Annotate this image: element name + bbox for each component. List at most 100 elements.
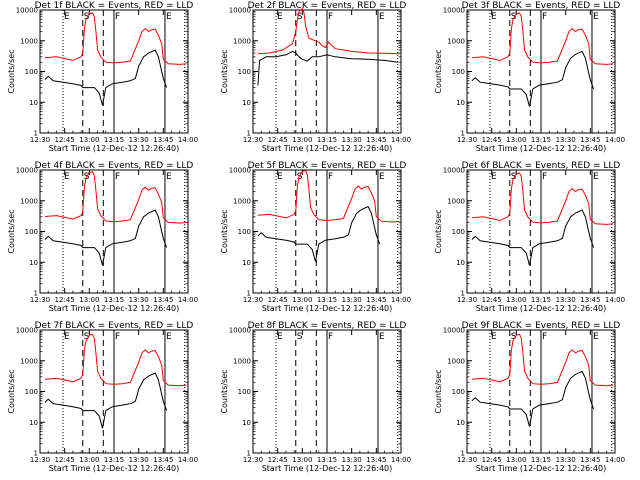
lld-series-line bbox=[44, 333, 187, 387]
y-tick-label: 10000 bbox=[16, 327, 38, 335]
y-axis-label: Counts/sec bbox=[7, 369, 16, 413]
time-marker-label: E bbox=[491, 172, 497, 182]
x-tick-label: 13:45 bbox=[366, 296, 386, 304]
y-tick-label: 100 bbox=[238, 68, 251, 76]
time-marker-label: E bbox=[491, 12, 497, 22]
x-tick-label: 14:00 bbox=[178, 456, 198, 464]
y-tick-label: 100 bbox=[452, 68, 465, 76]
x-axis-label: Start Time (12-Dec-12 12:26:40) bbox=[476, 304, 607, 313]
x-tick-label: 14:00 bbox=[178, 136, 198, 144]
x-tick-label: 14:00 bbox=[391, 136, 411, 144]
y-tick-label: 10000 bbox=[229, 7, 251, 15]
lld-series-line bbox=[471, 172, 614, 225]
y-tick-label: 10000 bbox=[443, 327, 465, 335]
x-tick-label: 13:15 bbox=[317, 296, 337, 304]
x-tick-label: 12:30 bbox=[457, 296, 477, 304]
x-tick-label: 13:30 bbox=[556, 456, 576, 464]
y-tick-label: 1 bbox=[34, 290, 38, 298]
y-tick-label: 10000 bbox=[443, 7, 465, 15]
y-tick-label: 1 bbox=[247, 130, 251, 138]
x-axis-label: Start Time (12-Dec-12 12:26:40) bbox=[262, 304, 393, 313]
x-tick-label: 13:45 bbox=[580, 456, 600, 464]
lld-series-line bbox=[257, 7, 400, 55]
y-tick-label: 10000 bbox=[229, 167, 251, 175]
y-tick-label: 1000 bbox=[20, 37, 38, 45]
x-tick-label: 13:15 bbox=[317, 456, 337, 464]
y-tick-label: 10000 bbox=[229, 327, 251, 335]
y-tick-label: 1 bbox=[34, 130, 38, 138]
time-marker-label: F bbox=[328, 172, 333, 182]
time-marker-label: E bbox=[593, 12, 599, 22]
y-tick-label: 1 bbox=[34, 450, 38, 458]
y-tick-label: 10 bbox=[29, 259, 38, 267]
time-marker-label: E bbox=[593, 172, 599, 182]
y-axis-label: Counts/sec bbox=[220, 49, 229, 93]
events-series-line bbox=[44, 209, 168, 266]
x-tick-label: 14:00 bbox=[391, 456, 411, 464]
y-tick-label: 100 bbox=[452, 228, 465, 236]
y-tick-label: 1 bbox=[461, 450, 465, 458]
x-tick-label: 13:15 bbox=[104, 136, 124, 144]
y-axis-label: Counts/sec bbox=[7, 49, 16, 93]
time-marker-label: S bbox=[297, 12, 303, 22]
detector-panel: Det 1f BLACK = Events, RED = LLD 1 10 100 10… bbox=[7, 1, 198, 153]
time-marker-label: E bbox=[491, 332, 497, 342]
x-tick-label: 12:45 bbox=[55, 136, 75, 144]
y-tick-label: 10 bbox=[456, 99, 465, 107]
time-marker-label: E bbox=[379, 332, 385, 342]
x-tick-label: 12:30 bbox=[457, 456, 477, 464]
detector-panel: Det 9f BLACK = Events, RED = LLD 1 10 100 10… bbox=[434, 321, 625, 473]
x-tick-label: 13:45 bbox=[580, 136, 600, 144]
x-tick-label: 14:00 bbox=[605, 296, 625, 304]
time-marker-label: E bbox=[64, 12, 70, 22]
y-tick-label: 1 bbox=[247, 290, 251, 298]
x-tick-label: 12:30 bbox=[30, 136, 50, 144]
x-axis-label: Start Time (12-Dec-12 12:26:40) bbox=[49, 464, 180, 473]
y-tick-label: 100 bbox=[238, 388, 251, 396]
y-axis-label: Counts/sec bbox=[434, 49, 443, 93]
x-tick-label: 13:30 bbox=[342, 456, 362, 464]
y-axis-label: Counts/sec bbox=[220, 209, 229, 253]
x-tick-label: 13:30 bbox=[342, 296, 362, 304]
detector-panel: Det 4f BLACK = Events, RED = LLD 1 10 100 10… bbox=[7, 161, 198, 313]
detector-panel: Det 2f BLACK = Events, RED = LLD 1 10 100 10… bbox=[220, 1, 411, 153]
x-tick-label: 13:15 bbox=[531, 456, 551, 464]
x-tick-label: 13:15 bbox=[531, 296, 551, 304]
lld-series-line bbox=[471, 333, 614, 387]
x-tick-label: 12:30 bbox=[30, 296, 50, 304]
time-marker-label: F bbox=[115, 172, 120, 182]
lld-series-line bbox=[44, 171, 187, 224]
events-series-line bbox=[471, 209, 595, 266]
x-tick-label: 13:30 bbox=[129, 136, 149, 144]
y-tick-label: 1000 bbox=[233, 197, 251, 205]
events-series-line bbox=[471, 370, 595, 427]
x-tick-label: 12:45 bbox=[55, 456, 75, 464]
x-tick-label: 13:30 bbox=[556, 296, 576, 304]
time-marker-label: E bbox=[64, 172, 70, 182]
x-tick-label: 13:00 bbox=[292, 296, 312, 304]
time-marker-label: E bbox=[166, 12, 172, 22]
x-tick-label: 12:30 bbox=[30, 456, 50, 464]
x-tick-label: 13:00 bbox=[79, 456, 99, 464]
lld-series-line bbox=[471, 12, 614, 65]
events-series-line bbox=[257, 50, 398, 86]
x-tick-label: 13:00 bbox=[506, 456, 526, 464]
y-tick-label: 1 bbox=[461, 130, 465, 138]
lld-series-line bbox=[257, 169, 400, 223]
panel-title: Det 8f BLACK = Events, RED = LLD bbox=[248, 321, 407, 331]
y-tick-label: 10 bbox=[456, 259, 465, 267]
panel-title: Det 9f BLACK = Events, RED = LLD bbox=[462, 321, 621, 331]
x-axis-label: Start Time (12-Dec-12 12:26:40) bbox=[262, 464, 393, 473]
y-axis-label: Counts/sec bbox=[7, 209, 16, 253]
y-tick-label: 100 bbox=[25, 228, 38, 236]
x-tick-label: 12:45 bbox=[482, 296, 502, 304]
time-marker-label: S bbox=[511, 12, 517, 22]
time-marker-label: F bbox=[542, 172, 547, 182]
y-tick-label: 1 bbox=[461, 290, 465, 298]
y-tick-label: 10 bbox=[29, 99, 38, 107]
y-tick-label: 1000 bbox=[447, 37, 465, 45]
x-axis-label: Start Time (12-Dec-12 12:26:40) bbox=[49, 304, 180, 313]
time-marker-label: E bbox=[593, 332, 599, 342]
y-axis-label: Counts/sec bbox=[220, 369, 229, 413]
lld-series-line bbox=[44, 12, 187, 65]
